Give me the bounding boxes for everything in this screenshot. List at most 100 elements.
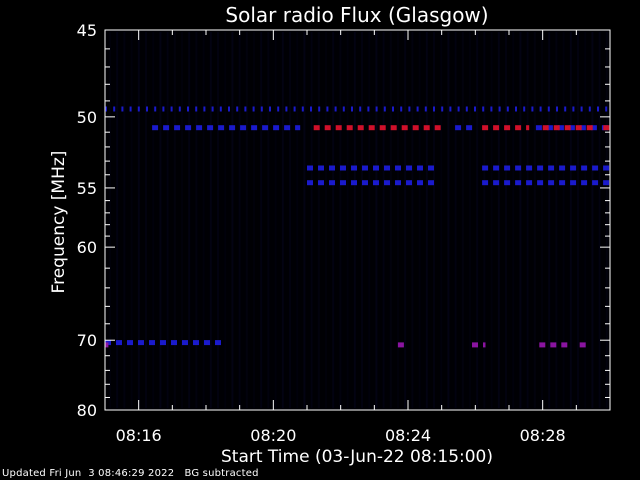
- band-dash: [605, 106, 608, 112]
- band-dash: [537, 180, 544, 186]
- band-dash: [568, 125, 575, 131]
- band-dash: [313, 125, 320, 131]
- band-dash: [581, 165, 588, 171]
- band-dash: [252, 106, 255, 112]
- band-dash: [550, 342, 557, 348]
- background-streak: [461, 32, 464, 408]
- background-streak: [389, 32, 392, 408]
- background-streak: [195, 32, 198, 408]
- background-streak: [116, 32, 119, 408]
- band-dash: [326, 106, 329, 112]
- background-streak: [310, 32, 313, 408]
- band-dash: [537, 165, 544, 171]
- background-streak: [173, 32, 176, 408]
- background-streak: [353, 32, 356, 408]
- background-streak: [483, 32, 486, 408]
- band-dash: [295, 125, 301, 131]
- band-dash: [417, 165, 423, 171]
- background-streak: [238, 32, 241, 408]
- band-dash: [449, 106, 452, 112]
- band-dash: [482, 165, 489, 171]
- band-dash: [408, 106, 411, 112]
- band-dash: [526, 165, 533, 171]
- band-dash: [482, 180, 489, 186]
- background-streak: [447, 32, 450, 408]
- band-dash: [373, 180, 379, 186]
- background-streak: [281, 32, 284, 408]
- background-streak: [433, 32, 435, 408]
- band-dash: [129, 106, 132, 112]
- band-dash: [559, 165, 566, 171]
- band-dash: [547, 106, 550, 112]
- band-dash: [185, 125, 192, 131]
- x-tick-label: 08:16: [116, 426, 162, 445]
- background-streak: [123, 32, 126, 408]
- band-dash: [400, 106, 403, 112]
- band-dash: [318, 165, 324, 171]
- background-streak: [382, 32, 385, 408]
- band-dash: [113, 106, 116, 112]
- band-dash: [526, 125, 530, 131]
- background-streak: [505, 32, 507, 408]
- band-dash: [116, 340, 122, 346]
- band-dash: [375, 106, 378, 112]
- band-dash: [269, 106, 271, 112]
- band-dash: [506, 106, 509, 112]
- band-dash: [498, 106, 501, 112]
- band-dash: [548, 165, 555, 171]
- band-dash: [307, 165, 313, 171]
- band-dash: [526, 180, 533, 186]
- band-dash: [152, 125, 159, 131]
- background-streak: [137, 32, 140, 408]
- background-streak: [562, 32, 565, 408]
- band-dash: [556, 106, 558, 112]
- background-streak: [217, 32, 219, 408]
- band-dash: [383, 106, 386, 112]
- band-dash: [466, 125, 473, 131]
- band-dash: [204, 340, 210, 346]
- band-dash: [564, 125, 571, 131]
- band-dash: [416, 106, 419, 112]
- band-dash: [564, 106, 567, 112]
- background-streak: [361, 32, 363, 408]
- band-dash: [251, 125, 258, 131]
- band-dash: [329, 180, 335, 186]
- background-streak: [303, 32, 306, 408]
- band-dash: [149, 340, 155, 346]
- band-dash: [548, 180, 555, 186]
- band-dash: [493, 125, 500, 131]
- background-streak: [591, 32, 594, 408]
- band-dash: [423, 125, 430, 131]
- band-dash: [284, 125, 291, 131]
- footer-status: Updated Fri Jun 3 08:46:29 2022 BG subtr…: [2, 468, 259, 479]
- band-dash: [474, 106, 476, 112]
- band-dash: [395, 165, 401, 171]
- band-dash: [318, 180, 324, 186]
- background-streak: [166, 32, 169, 408]
- background-streak: [159, 32, 162, 408]
- background-streak: [598, 32, 601, 408]
- band-dash: [483, 342, 486, 348]
- background-streak: [375, 32, 378, 408]
- band-dash: [160, 340, 166, 346]
- band-dash: [236, 106, 239, 112]
- y-tick-label: 50: [77, 108, 97, 127]
- band-dash: [346, 125, 353, 131]
- band-dash: [301, 106, 304, 112]
- background-streak: [346, 32, 349, 408]
- background-streak: [404, 32, 407, 408]
- background-streak: [368, 32, 371, 408]
- band-dash: [351, 165, 357, 171]
- band-dash: [603, 165, 610, 171]
- band-dash: [433, 106, 435, 112]
- band-dash: [428, 165, 434, 171]
- band-dash: [579, 125, 586, 131]
- background-streak: [469, 32, 471, 408]
- band-dash: [342, 106, 345, 112]
- band-dash: [373, 165, 379, 171]
- band-dash: [307, 180, 313, 186]
- band-dash: [163, 125, 170, 131]
- band-dash: [171, 340, 177, 346]
- x-axis-label: Start Time (03-Jun-22 08:15:00): [221, 447, 493, 467]
- band-dash: [493, 180, 500, 186]
